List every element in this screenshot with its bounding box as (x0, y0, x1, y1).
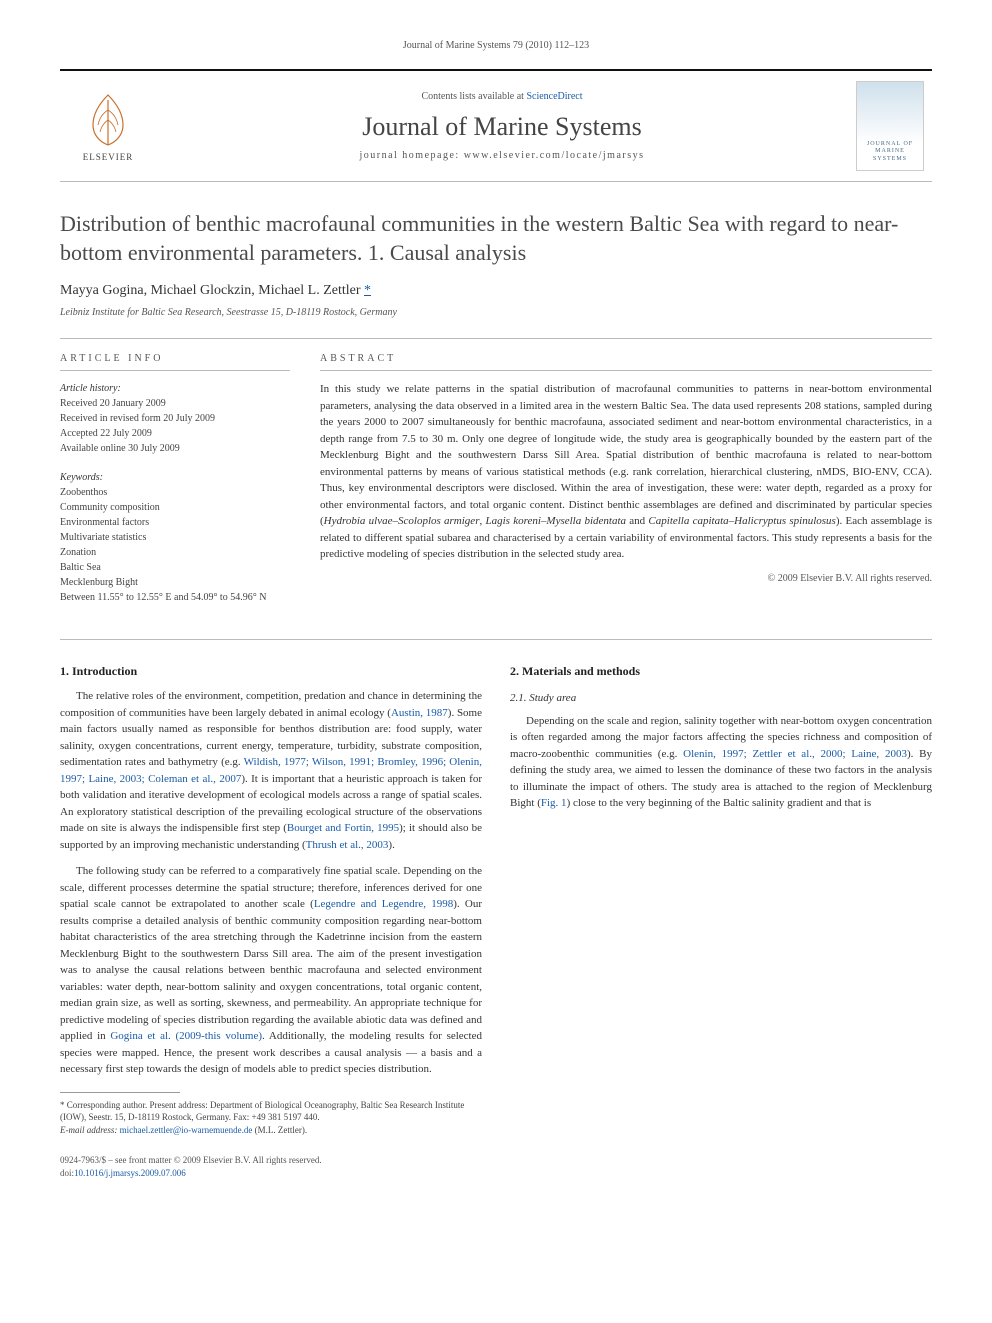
citation-link[interactable]: Legendre and Legendre, 1998 (314, 898, 453, 910)
body-para-2: The following study can be referred to a… (60, 863, 482, 1078)
citation-link[interactable]: Bourget and Fortin, 1995 (287, 822, 399, 834)
keyword: Environmental factors (60, 515, 290, 530)
abstract-copyright: © 2009 Elsevier B.V. All rights reserved… (320, 573, 932, 584)
keyword: Baltic Sea (60, 560, 290, 575)
doi-label: doi: (60, 1168, 74, 1178)
species-name: Hydrobia ulvae–Scoloplos armiger (324, 515, 480, 527)
doi-link[interactable]: 10.1016/j.jmarsys.2009.07.006 (74, 1168, 186, 1178)
history-item: Received in revised form 20 July 2009 (60, 411, 290, 426)
homepage-line: journal homepage: www.elsevier.com/locat… (148, 150, 856, 161)
affiliation: Leibniz Institute for Baltic Sea Researc… (60, 307, 932, 318)
footnote-rule (60, 1092, 180, 1093)
keyword: Zonation (60, 545, 290, 560)
cover-text: JOURNAL OF MARINE SYSTEMS (857, 141, 923, 164)
email-link[interactable]: michael.zettler@io-warnemuende.de (120, 1125, 253, 1135)
citation-link[interactable]: Austin, 1987 (391, 707, 448, 719)
history-item: Received 20 January 2009 (60, 396, 290, 411)
elsevier-tree-icon (78, 90, 138, 150)
contents-line: Contents lists available at ScienceDirec… (148, 91, 856, 102)
masthead: ELSEVIER Contents lists available at Sci… (60, 69, 932, 182)
keyword: Multivariate statistics (60, 530, 290, 545)
email-label: E-mail address: (60, 1125, 120, 1135)
citation-link[interactable]: Olenin, 1997; Zettler et al., 2000; Lain… (683, 748, 907, 760)
body-para-3: Depending on the scale and region, salin… (510, 713, 932, 812)
keywords-block: Keywords: Zoobenthos Community compositi… (60, 470, 290, 605)
history-item: Accepted 22 July 2009 (60, 426, 290, 441)
homepage-prefix: journal homepage: (359, 150, 463, 161)
abstract-label: abstract (320, 353, 932, 371)
abstract-column: abstract In this study we relate pattern… (320, 353, 932, 619)
contents-prefix: Contents lists available at (421, 91, 526, 102)
homepage-url: www.elsevier.com/locate/jmarsys (464, 150, 645, 161)
species-name: Lagis koreni–Mysella bidentata (486, 515, 627, 527)
publisher-name: ELSEVIER (83, 152, 134, 162)
body-columns: 1. Introduction The relative roles of th… (60, 639, 932, 1136)
history-item: Available online 30 July 2009 (60, 441, 290, 456)
species-name: Capitella capitata–Halicryptus spinulosu… (648, 515, 835, 527)
citation-link[interactable]: Gogina et al. (2009-this volume) (110, 1030, 262, 1042)
article-info-column: article info Article history: Received 2… (60, 353, 290, 619)
keyword: Community composition (60, 500, 290, 515)
publisher-logo: ELSEVIER (68, 86, 148, 166)
history-label: Article history: (60, 381, 290, 396)
sciencedirect-link[interactable]: ScienceDirect (526, 91, 582, 102)
keywords-label: Keywords: (60, 470, 290, 485)
authors: Mayya Gogina, Michael Glockzin, Michael … (60, 283, 932, 299)
abstract-part: In this study we relate patterns in the … (320, 383, 932, 527)
running-head: Journal of Marine Systems 79 (2010) 112–… (60, 40, 932, 51)
article-title: Distribution of benthic macrofaunal comm… (60, 210, 932, 267)
abstract-part: and (626, 515, 648, 527)
journal-cover-thumbnail: JOURNAL OF MARINE SYSTEMS (856, 81, 924, 171)
keyword: Zoobenthos (60, 485, 290, 500)
keyword: Mecklenburg Bight (60, 575, 290, 590)
abstract-text: In this study we relate patterns in the … (320, 381, 932, 563)
section-1-heading: 1. Introduction (60, 662, 482, 680)
corresponding-mark[interactable]: * (364, 283, 371, 298)
citation-link[interactable]: Thrush et al., 2003 (306, 839, 389, 851)
corresponding-footnote: * Corresponding author. Present address:… (60, 1099, 482, 1124)
text: ) close to the very beginning of the Bal… (567, 797, 872, 809)
article-info-label: article info (60, 353, 290, 371)
article-history-block: Article history: Received 20 January 200… (60, 381, 290, 456)
footnote-corr-label: * Corresponding author. (60, 1100, 147, 1110)
issn-line: 0924-7963/$ – see front matter © 2009 El… (60, 1154, 932, 1167)
text: ). Our results comprise a detailed analy… (60, 898, 482, 1042)
author-names: Mayya Gogina, Michael Glockzin, Michael … (60, 283, 361, 298)
journal-name: Journal of Marine Systems (148, 112, 856, 142)
info-abstract-row: article info Article history: Received 2… (60, 338, 932, 619)
masthead-inner: ELSEVIER Contents lists available at Sci… (60, 81, 932, 171)
figure-link[interactable]: Fig. 1 (541, 797, 567, 809)
body-para-1: The relative roles of the environment, c… (60, 688, 482, 853)
page-container: Journal of Marine Systems 79 (2010) 112–… (0, 0, 992, 1220)
section-2-1-heading: 2.1. Study area (510, 690, 932, 707)
keyword: Between 11.55° to 12.55° E and 54.09° to… (60, 590, 290, 605)
section-2-heading: 2. Materials and methods (510, 662, 932, 680)
text: ). (388, 839, 394, 851)
doi-line: doi:10.1016/j.jmarsys.2009.07.006 (60, 1167, 932, 1180)
email-footnote: E-mail address: michael.zettler@io-warne… (60, 1124, 482, 1137)
masthead-center: Contents lists available at ScienceDirec… (148, 91, 856, 161)
page-footer: 0924-7963/$ – see front matter © 2009 El… (60, 1154, 932, 1179)
email-suffix: (M.L. Zettler). (252, 1125, 307, 1135)
